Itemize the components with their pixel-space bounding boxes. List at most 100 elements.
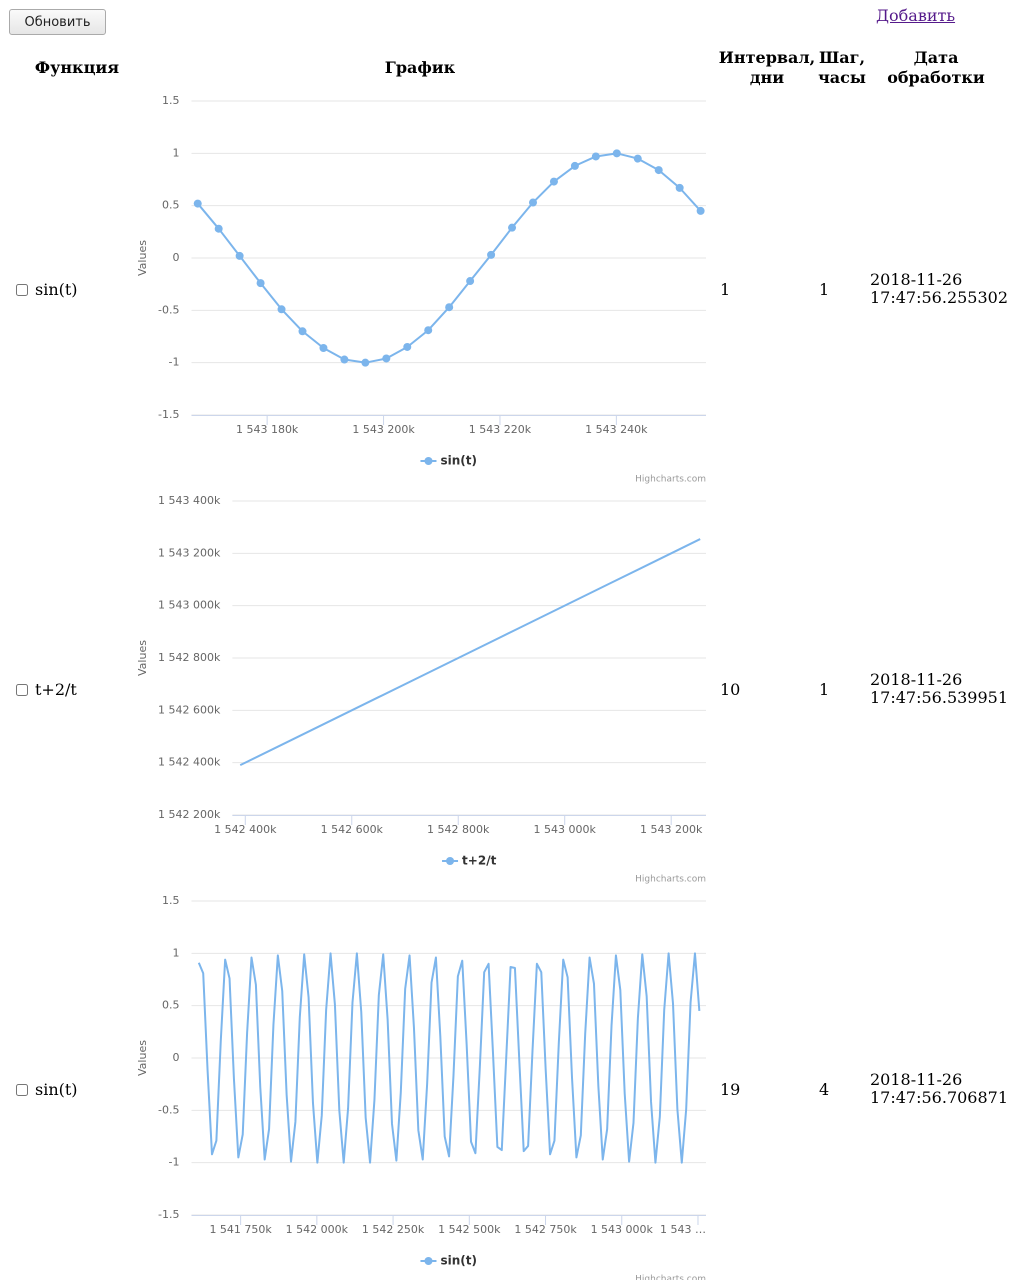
header: График: [384, 58, 456, 77]
x-tick-label: 1 543 000k: [534, 823, 597, 836]
point-marker: [570, 161, 579, 170]
x-tick-label: 1 542 000k: [286, 1223, 349, 1236]
point-marker: [675, 183, 684, 192]
point-marker: [277, 305, 286, 314]
processed-date: 2018-11-26 17:47:56.539951: [870, 670, 1009, 707]
header: Шаг, часы: [818, 48, 866, 87]
y-tick-label: -1: [169, 356, 180, 369]
x-tick-label: 1 543 000k: [591, 1223, 654, 1236]
y-axis-title: Values: [136, 1040, 149, 1076]
series-line: [239, 538, 701, 767]
credits: Highcharts.com: [635, 875, 706, 885]
point-marker: [340, 355, 349, 364]
point-marker: [382, 354, 391, 363]
point-marker: [424, 326, 433, 335]
point-marker: [214, 224, 223, 233]
point-marker: [319, 344, 328, 353]
y-tick-label: -1.5: [158, 408, 179, 421]
credits: Highcharts.com: [635, 1275, 706, 1280]
point-marker: [361, 358, 370, 367]
x-tick-label: 1 543 220k: [469, 423, 532, 436]
y-tick-label: 1 543 200k: [158, 546, 221, 559]
step: 4: [819, 1080, 830, 1099]
legend-label: t+2/t: [462, 854, 497, 868]
y-tick-label: -1: [169, 1156, 180, 1169]
y-tick-label: 0: [172, 251, 179, 264]
point-marker: [235, 251, 244, 260]
y-tick-label: 1 542 600k: [158, 703, 221, 716]
point-marker: [445, 303, 454, 312]
point-marker: [696, 206, 705, 215]
step: 1: [819, 680, 830, 699]
credits: Highcharts.com: [635, 475, 706, 485]
header: Функция: [34, 58, 120, 77]
step: 1: [819, 280, 830, 299]
point-marker: [591, 152, 600, 161]
interval: 1: [720, 280, 731, 299]
point-marker: [549, 177, 558, 186]
function-name: t+2/t: [35, 680, 77, 699]
y-tick-label: 1 542 400k: [158, 756, 221, 769]
y-tick-label: 1 543 000k: [158, 599, 221, 612]
interval: 19: [720, 1080, 741, 1099]
series-line: [197, 952, 701, 1164]
point-marker: [528, 198, 537, 207]
y-tick-label: 1: [172, 146, 179, 159]
y-tick-label: 1: [172, 946, 179, 959]
row-checkbox[interactable]: [16, 684, 28, 696]
header: Интервал, дни: [718, 48, 816, 87]
interval: 10: [720, 680, 741, 699]
y-axis-title: Values: [136, 240, 149, 276]
y-tick-label: -0.5: [158, 1103, 179, 1116]
header: Дата обработки: [887, 48, 985, 87]
x-tick-label: 1 542 250k: [362, 1223, 425, 1236]
y-tick-label: 1 542 800k: [158, 651, 221, 664]
point-marker: [466, 277, 475, 286]
x-tick-label: 1 541 750k: [209, 1223, 272, 1236]
point-marker: [256, 279, 265, 288]
point-marker: [612, 149, 621, 158]
y-tick-label: -0.5: [158, 303, 179, 316]
point-marker: [633, 154, 642, 163]
refresh-button[interactable]: Обновить: [9, 9, 106, 35]
y-tick-label: 0.5: [162, 999, 180, 1012]
legend-label: sin(t): [440, 454, 477, 468]
y-tick-label: 0: [172, 1051, 179, 1064]
processed-date: 2018-11-26 17:47:56.706871: [870, 1070, 1009, 1107]
legend-symbol: [446, 857, 455, 865]
add-link[interactable]: Добавить: [876, 6, 956, 25]
point-marker: [403, 342, 412, 351]
x-tick-label: 1 542 400k: [214, 823, 277, 836]
y-tick-label: 1 543 400k: [158, 494, 221, 507]
legend-symbol: [424, 1257, 433, 1265]
y-tick-label: 1 542 200k: [158, 808, 221, 821]
x-tick-label: 1 542 800k: [427, 823, 490, 836]
x-tick-label: 1 543 200k: [352, 423, 415, 436]
function-name: sin(t): [35, 1080, 78, 1099]
legend-label: sin(t): [440, 1254, 477, 1268]
x-tick-label: 1 543 200k: [640, 823, 703, 836]
point-marker: [487, 250, 496, 259]
row-checkbox[interactable]: [16, 284, 28, 296]
y-axis-title: Values: [136, 640, 149, 676]
point-marker: [298, 327, 307, 336]
x-tick-label: 1 542 600k: [321, 823, 384, 836]
y-tick-label: 0.5: [162, 199, 180, 212]
x-tick-label: 1 543 180k: [236, 423, 299, 436]
x-tick-label: 1 543 …: [660, 1223, 706, 1236]
x-tick-label: 1 543 240k: [585, 423, 648, 436]
point-marker: [193, 199, 202, 208]
x-tick-label: 1 542 750k: [514, 1223, 577, 1236]
point-marker: [508, 223, 517, 232]
processed-date: 2018-11-26 17:47:56.255302: [870, 270, 1009, 307]
row-checkbox[interactable]: [16, 1084, 28, 1096]
y-tick-label: 1.5: [162, 894, 180, 907]
y-tick-label: -1.5: [158, 1208, 179, 1221]
function-name: sin(t): [35, 280, 78, 299]
legend-symbol: [424, 457, 433, 465]
x-tick-label: 1 542 500k: [438, 1223, 501, 1236]
y-tick-label: 1.5: [162, 94, 180, 107]
point-marker: [654, 166, 663, 175]
